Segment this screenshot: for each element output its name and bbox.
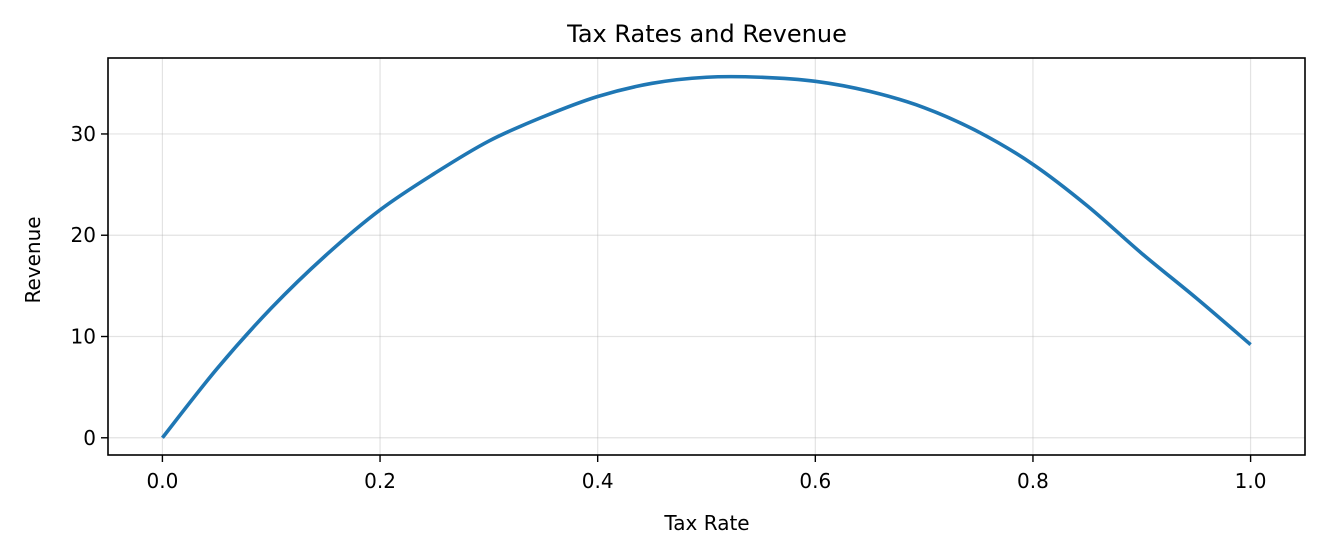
chart-title: Tax Rates and Revenue: [566, 20, 847, 48]
x-tick-label: 0.0: [147, 469, 179, 493]
x-tick-label: 0.6: [799, 469, 831, 493]
y-tick-label: 30: [71, 122, 96, 146]
x-tick-label: 1.0: [1235, 469, 1267, 493]
revenue-series-line: [160, 74, 1252, 439]
x-axis-ticks: 0.0 0.2 0.4 0.6 0.8 1.0: [147, 455, 1267, 493]
y-axis-label: Revenue: [21, 216, 45, 303]
x-tick-label: 0.4: [582, 469, 614, 493]
x-tick-label: 0.8: [1017, 469, 1049, 493]
x-axis-label: Tax Rate: [663, 511, 749, 535]
grid-lines: [108, 58, 1305, 455]
series-layer: [160, 74, 1252, 439]
y-tick-label: 20: [71, 223, 96, 247]
y-axis-ticks: 0 10 20 30: [71, 122, 108, 450]
y-tick-label: 10: [71, 325, 96, 349]
x-tick-label: 0.2: [364, 469, 396, 493]
y-tick-label: 0: [83, 426, 96, 450]
plot-frame: [107, 57, 1306, 456]
